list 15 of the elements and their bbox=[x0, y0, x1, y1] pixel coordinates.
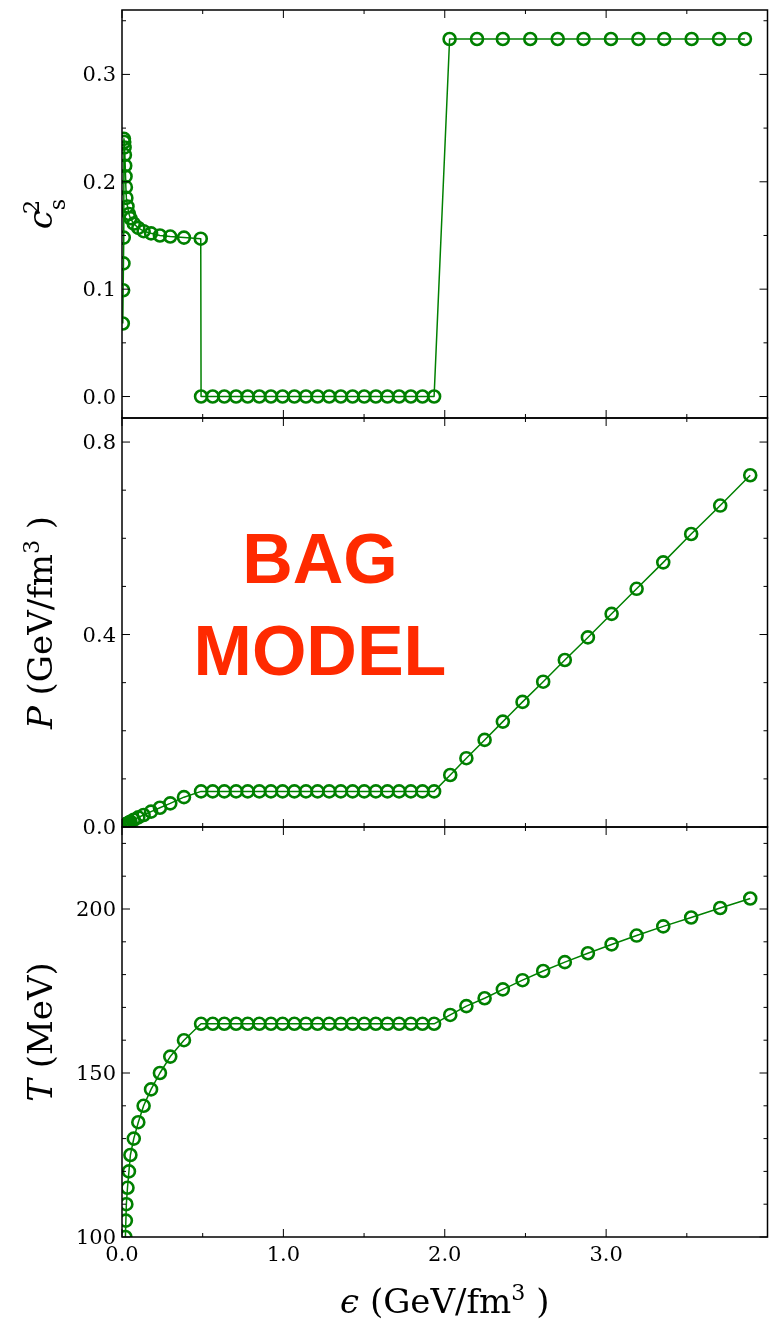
x-tick-label: 2.0 bbox=[428, 1242, 462, 1266]
y-tick-label: 0.0 bbox=[82, 815, 116, 839]
y-tick-label: 0.3 bbox=[82, 62, 116, 87]
y-tick-label: 200 bbox=[75, 897, 116, 921]
y-tick-label: 0.8 bbox=[82, 430, 116, 455]
y-tick-label: 0.4 bbox=[82, 622, 116, 647]
y-tick-label: 0.1 bbox=[82, 277, 116, 302]
x-tick-label: 3.0 bbox=[589, 1242, 623, 1266]
x-axis-title: ϵ (GeV/fm$^{3}$ ) bbox=[340, 1279, 550, 1321]
y-tick-label: 0.0 bbox=[82, 384, 116, 409]
y-axis-title: T (MeV) bbox=[20, 962, 60, 1102]
annotation: BAG MODEL bbox=[193, 519, 447, 690]
y-tick-label: 0.2 bbox=[82, 169, 116, 194]
y-tick-label: 150 bbox=[75, 1061, 116, 1085]
x-tick-label: 1.0 bbox=[266, 1242, 301, 1266]
